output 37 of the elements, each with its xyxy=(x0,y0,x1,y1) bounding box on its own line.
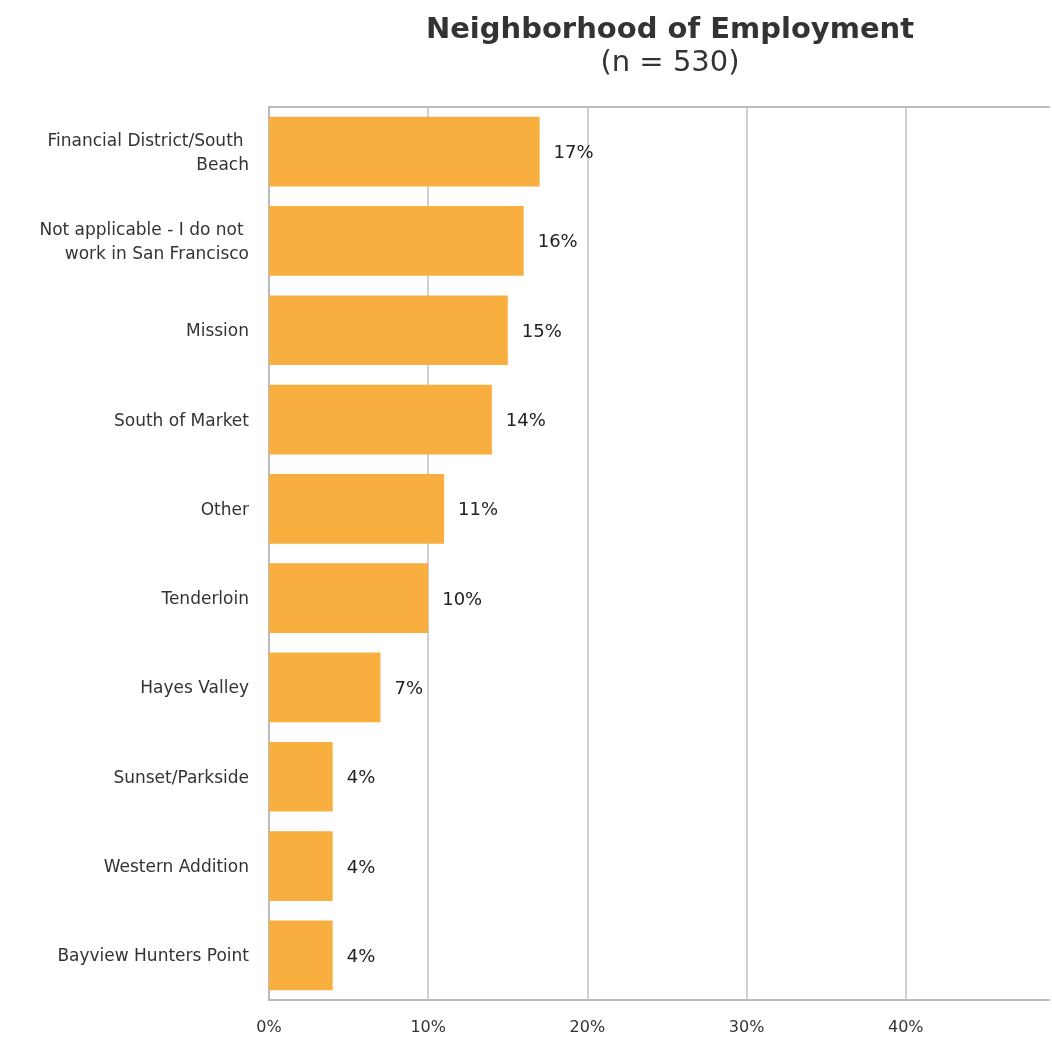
x-tick-label: 40% xyxy=(887,1016,924,1036)
bar xyxy=(269,206,524,276)
y-tick-label: Hayes Valley xyxy=(140,677,249,698)
x-tick-label: 30% xyxy=(728,1016,765,1036)
x-tick-label: 0% xyxy=(256,1016,282,1036)
data-label: 14% xyxy=(505,409,546,431)
bar xyxy=(269,652,381,723)
data-label: 7% xyxy=(394,676,423,698)
bar xyxy=(269,116,540,187)
data-label: 17% xyxy=(553,141,594,163)
y-tick-label: Financial District/South Beach xyxy=(47,129,249,174)
x-tick-label: 20% xyxy=(569,1016,606,1036)
data-label: 4% xyxy=(346,855,376,877)
bar xyxy=(269,831,333,901)
y-tick-label: Not applicable - I do not work in San Francisco xyxy=(39,218,249,263)
y-tick-label: Mission xyxy=(185,320,249,341)
data-label: 11% xyxy=(458,498,499,520)
bar xyxy=(269,741,333,812)
bar xyxy=(269,384,492,455)
data-label: 10% xyxy=(442,587,483,609)
chart-title: Neighborhood of Employment xyxy=(425,10,915,45)
y-tick-label: Tenderloin xyxy=(160,588,249,609)
chart-subtitle: (n = 530) xyxy=(600,43,740,78)
y-tick-label: Western Addition xyxy=(103,856,249,877)
y-tick-label: Bayview Hunters Point xyxy=(57,945,250,966)
bar xyxy=(269,474,445,544)
data-label: 16% xyxy=(537,230,578,252)
y-tick-label: Other xyxy=(200,498,249,519)
x-tick-label: 10% xyxy=(410,1016,446,1036)
data-label: 4% xyxy=(346,766,376,788)
bar xyxy=(269,920,333,991)
y-tick-label: Sunset/Parkside xyxy=(113,766,249,787)
data-label: 15% xyxy=(521,319,562,341)
bar xyxy=(269,563,429,633)
bar xyxy=(269,295,508,366)
y-tick-label: South of Market xyxy=(113,409,250,430)
data-label: 4% xyxy=(346,944,376,966)
